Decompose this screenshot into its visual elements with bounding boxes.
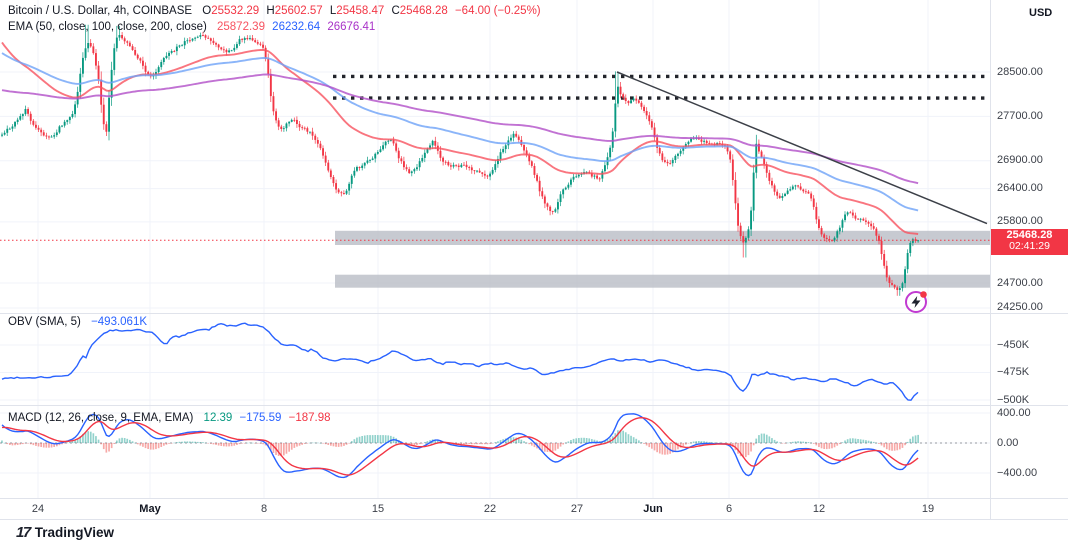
obv-tick-label: −450K [997,338,1030,351]
high-value: 25602.57 [274,5,323,17]
lightning-bolt-icon [911,296,921,308]
ema200-value: 26676.41 [327,21,376,33]
time-tick-label: 12 [812,503,826,515]
candlestick-series[interactable] [1,24,920,296]
time-tick-label: 27 [570,503,584,515]
notification-dot [920,291,927,298]
time-tick-label: 24 [31,503,45,515]
last-price-badge: 25468.28 02:41:29 [991,228,1068,255]
ema-legend[interactable]: EMA (50, close, 100, close, 200, close) … [8,21,375,33]
macd-line-value: −175.59 [239,412,282,424]
close-value: 25468.28 [399,5,448,17]
symbol-title: Bitcoin / U.S. Dollar, 4h, COINBASE [8,5,193,17]
tradingview-logo-icon[interactable]: 17 [16,524,31,541]
descending-trendline[interactable] [616,71,988,225]
ema50-value: 25872.39 [217,21,265,33]
obv-tick-label: −500K [997,393,1030,406]
price-tick-label: 26900.00 [997,154,1043,167]
low-label: L [329,5,337,17]
open-value: 25532.29 [211,5,260,17]
brand-text[interactable]: TradingView [34,525,114,540]
macd-legend[interactable]: MACD (12, 26, close, 9, EMA, EMA) 12.39 … [8,412,331,424]
ema100-value: 26232.64 [272,21,321,33]
last-price-value: 25468.28 [1006,228,1053,241]
change-value: −64.00 (−0.25%) [454,5,541,17]
price-tick-label: 27700.00 [997,109,1043,122]
bar-countdown: 02:41:29 [1009,240,1050,253]
time-tick-label: 22 [483,503,497,515]
obv-line[interactable] [1,322,919,401]
obv-tick-label: −475K [997,366,1030,378]
macd-line[interactable] [1,413,919,479]
macd-signal-value: −187.98 [288,412,331,424]
price-tick-label: 28500.00 [997,65,1043,78]
price-tick-label: 26400.00 [997,182,1043,195]
ema100-line[interactable] [1,52,919,212]
open-label: O [202,5,212,17]
time-tick-label: 8 [260,503,268,515]
obv-legend[interactable]: OBV (SMA, 5) −493.061K [8,316,147,328]
obv-value: −493.061K [91,316,148,328]
macd-tick-label: 0.00 [997,436,1019,449]
supply-demand-zone[interactable] [335,274,990,288]
currency-label[interactable]: USD [1029,7,1053,19]
price-tick-label: 24250.00 [997,301,1043,314]
ema-label: EMA (50, close, 100, close, 200, close) [8,21,207,33]
time-tick-label: 6 [725,503,733,515]
low-value: 25458.47 [336,5,385,17]
macd-tick-label: 400.00 [997,406,1031,419]
ema50-line[interactable] [1,41,919,235]
macd-hist-value: 12.39 [203,412,233,424]
price-tick-label: 24700.00 [997,276,1043,289]
obv-label: OBV (SMA, 5) [8,316,81,328]
time-tick-label: 19 [921,503,935,515]
high-label: H [266,5,275,17]
tradingview-footer[interactable]: 17 TradingView [16,524,114,541]
time-tick-label: 15 [371,503,385,515]
close-label: C [391,5,400,17]
macd-tick-label: −400.00 [997,466,1038,479]
supply-demand-zone[interactable] [335,230,990,245]
macd-signal-line[interactable] [2,416,919,476]
time-tick-label: May [139,503,161,515]
macd-label: MACD (12, 26, close, 9, EMA, EMA) [8,412,194,424]
time-tick-label: Jun [643,503,663,515]
ema200-line[interactable] [1,73,919,185]
macd-histogram[interactable] [1,429,919,458]
price-tick-label: 25800.00 [997,215,1043,228]
symbol-legend[interactable]: Bitcoin / U.S. Dollar, 4h, COINBASE O255… [8,5,541,17]
